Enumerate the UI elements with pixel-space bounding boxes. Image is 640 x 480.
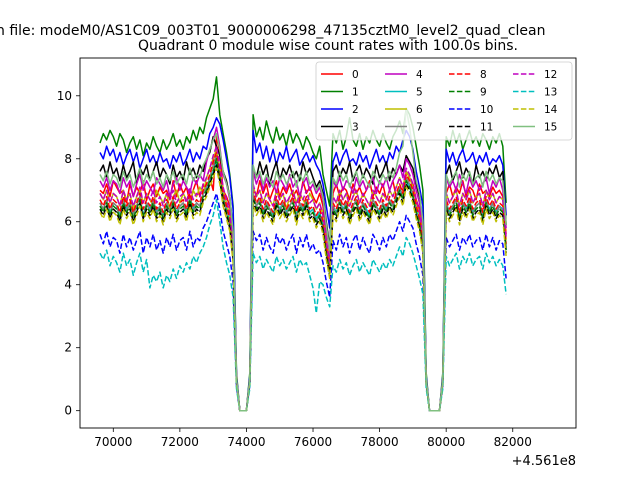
series-15-line <box>99 107 507 412</box>
series-9-line <box>99 158 507 412</box>
legend-label-12: 12 <box>544 69 557 81</box>
legend-label-5: 5 <box>416 87 423 99</box>
legend-label-13: 13 <box>544 87 557 99</box>
y-tick-label: 10 <box>57 89 72 103</box>
legend-label-1: 1 <box>352 87 359 99</box>
legend-label-15: 15 <box>544 122 557 134</box>
series-layer <box>99 76 507 412</box>
legend-label-4: 4 <box>416 69 423 81</box>
series-13-line <box>99 198 507 412</box>
x-tick-label: 70000 <box>94 435 132 449</box>
legend-label-3: 3 <box>352 122 359 134</box>
legend-label-6: 6 <box>416 104 423 116</box>
y-tick-label: 8 <box>64 152 72 166</box>
legend-label-2: 2 <box>352 104 359 116</box>
x-tick-label: 78000 <box>361 435 399 449</box>
plot-area: 70000 72000 74000 76000 78000 80000 82000 0 2 4 6… <box>57 57 577 469</box>
x-tick-label: 74000 <box>227 435 265 449</box>
figure-suptitle: n file: modeM0/AS1C09_003T01_9000006298_… <box>0 23 545 39</box>
series-10-line <box>99 192 507 412</box>
y-tick-label: 6 <box>64 215 72 229</box>
x-tick-label: 72000 <box>161 435 199 449</box>
y-tick-label: 4 <box>64 278 72 292</box>
y-axis: 0 2 4 6 8 10 <box>57 89 80 418</box>
x-tick-label: 82000 <box>494 435 532 449</box>
y-tick-label: 0 <box>64 404 72 418</box>
axes-frame <box>79 57 577 429</box>
x-tick-label: 76000 <box>294 435 332 449</box>
chart-title: Quadrant 0 module wise count rates with … <box>138 38 518 54</box>
y-tick-label: 2 <box>64 341 72 355</box>
legend-label-10: 10 <box>480 104 493 116</box>
legend-label-7: 7 <box>416 122 423 134</box>
legend-label-14: 14 <box>544 104 558 116</box>
legend-label-8: 8 <box>480 69 487 81</box>
legend-label-0: 0 <box>352 69 359 81</box>
x-tick-label: 80000 <box>427 435 465 449</box>
x-offset-label: +4.561e8 <box>512 454 576 469</box>
legend-label-11: 11 <box>480 122 493 134</box>
x-axis: 70000 72000 74000 76000 78000 80000 82000 <box>94 428 532 449</box>
legend-label-9: 9 <box>480 87 487 99</box>
legend-frame <box>315 61 573 141</box>
series-14-line <box>99 167 507 412</box>
